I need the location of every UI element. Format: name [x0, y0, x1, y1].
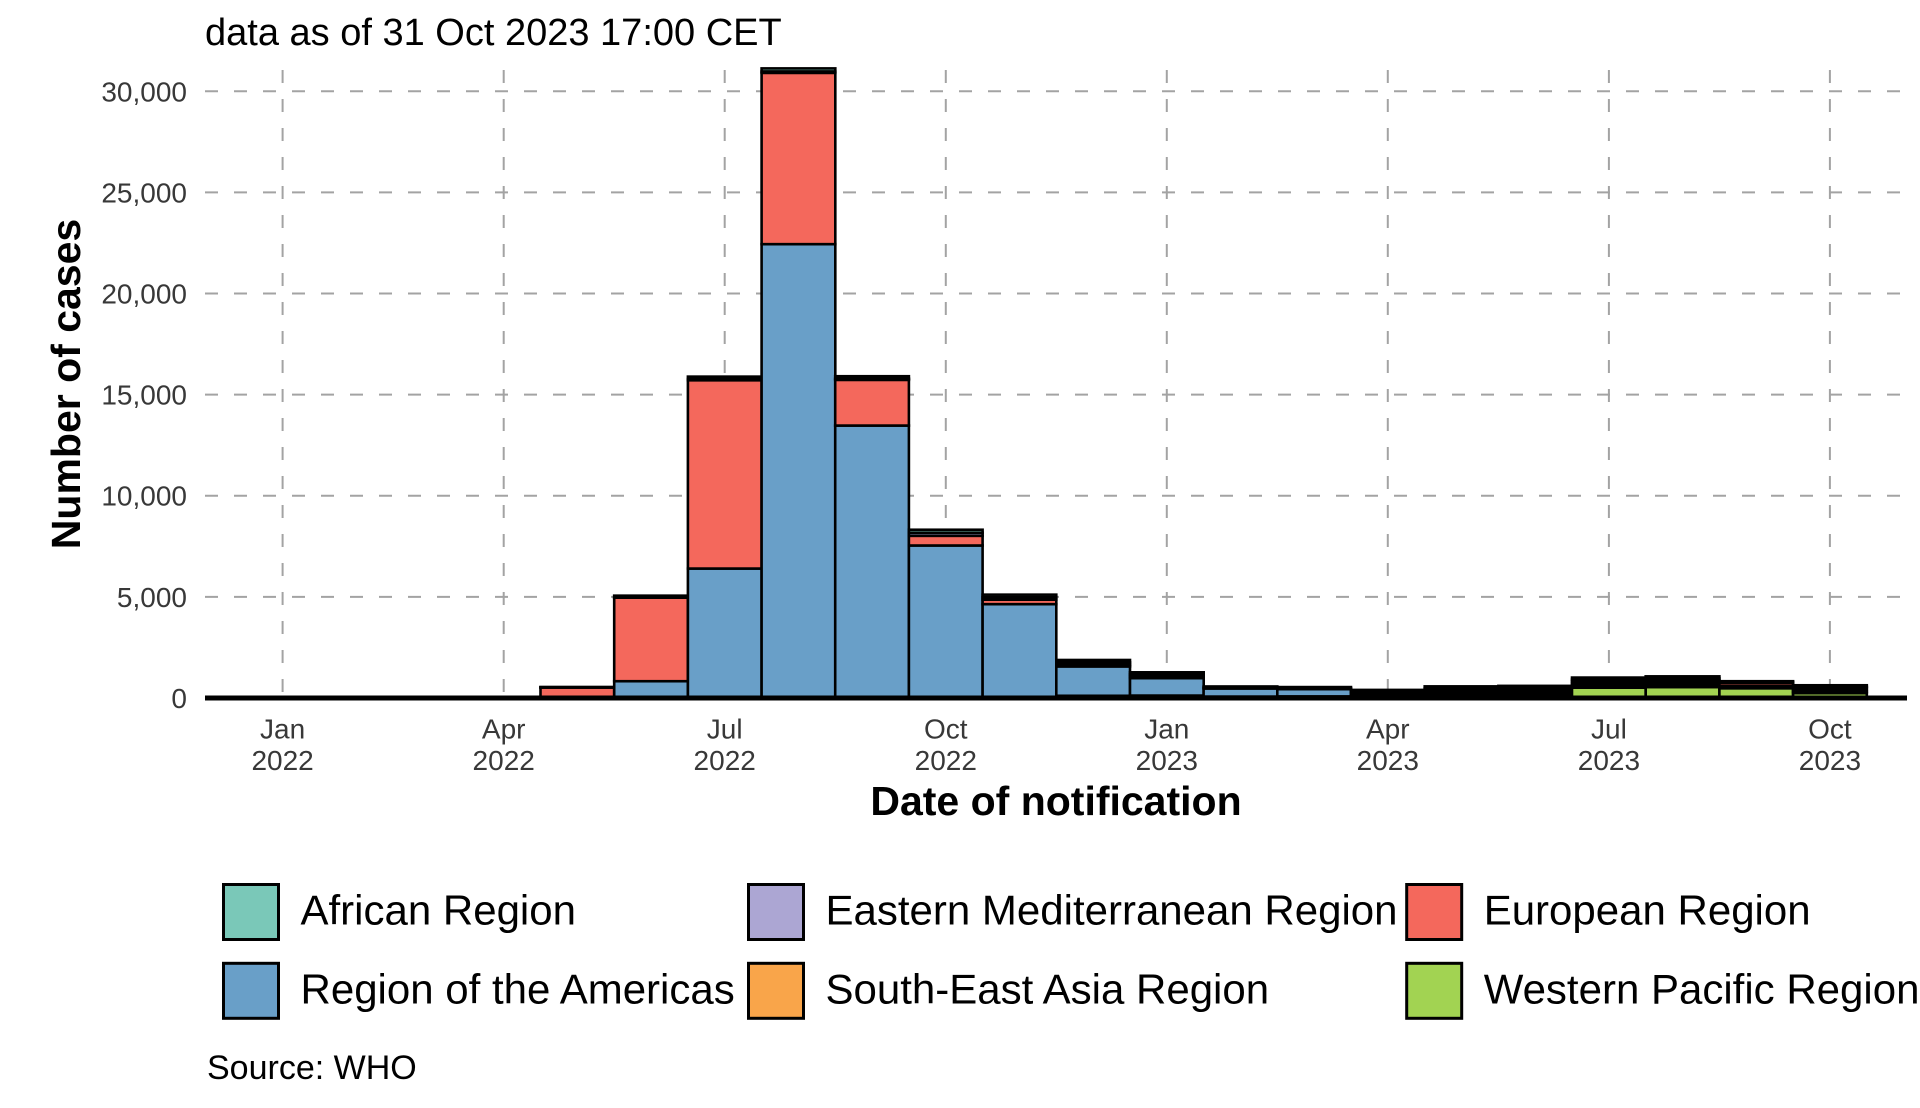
- svg-text:2022: 2022: [251, 745, 313, 776]
- svg-text:Jan: Jan: [1144, 714, 1189, 745]
- svg-text:2023: 2023: [1799, 745, 1861, 776]
- svg-text:European Region: European Region: [1484, 887, 1811, 934]
- svg-text:15,000: 15,000: [101, 380, 187, 411]
- svg-text:Eastern Mediterranean Region: Eastern Mediterranean Region: [826, 887, 1398, 934]
- svg-text:Region of the Americas: Region of the Americas: [301, 965, 735, 1012]
- svg-text:5,000: 5,000: [117, 582, 187, 613]
- svg-text:Apr: Apr: [1366, 714, 1410, 745]
- svg-text:2023: 2023: [1578, 745, 1640, 776]
- svg-text:Apr: Apr: [482, 714, 526, 745]
- svg-text:Oct: Oct: [1808, 714, 1852, 745]
- svg-text:2022: 2022: [473, 745, 535, 776]
- svg-text:10,000: 10,000: [101, 481, 187, 512]
- svg-text:2022: 2022: [915, 745, 977, 776]
- svg-text:Jul: Jul: [707, 714, 743, 745]
- svg-text:Jan: Jan: [260, 714, 305, 745]
- svg-text:Source: WHO: Source: WHO: [207, 1049, 417, 1087]
- svg-text:African Region: African Region: [301, 887, 576, 934]
- svg-text:South-East Asia Region: South-East Asia Region: [826, 965, 1270, 1012]
- svg-text:Western Pacific Region: Western Pacific Region: [1484, 965, 1920, 1012]
- svg-text:Date of notification: Date of notification: [870, 778, 1241, 824]
- svg-text:Oct: Oct: [924, 714, 968, 745]
- svg-text:2023: 2023: [1136, 745, 1198, 776]
- svg-text:30,000: 30,000: [101, 76, 187, 107]
- svg-text:2022: 2022: [694, 745, 756, 776]
- svg-text:0: 0: [171, 683, 187, 714]
- svg-text:Number of cases: Number of cases: [43, 219, 89, 549]
- svg-text:Jul: Jul: [1591, 714, 1627, 745]
- svg-text:20,000: 20,000: [101, 279, 187, 310]
- svg-text:2023: 2023: [1357, 745, 1419, 776]
- svg-text:data as of 31 Oct 2023 17:00 C: data as of 31 Oct 2023 17:00 CET: [205, 12, 782, 54]
- svg-text:25,000: 25,000: [101, 177, 187, 208]
